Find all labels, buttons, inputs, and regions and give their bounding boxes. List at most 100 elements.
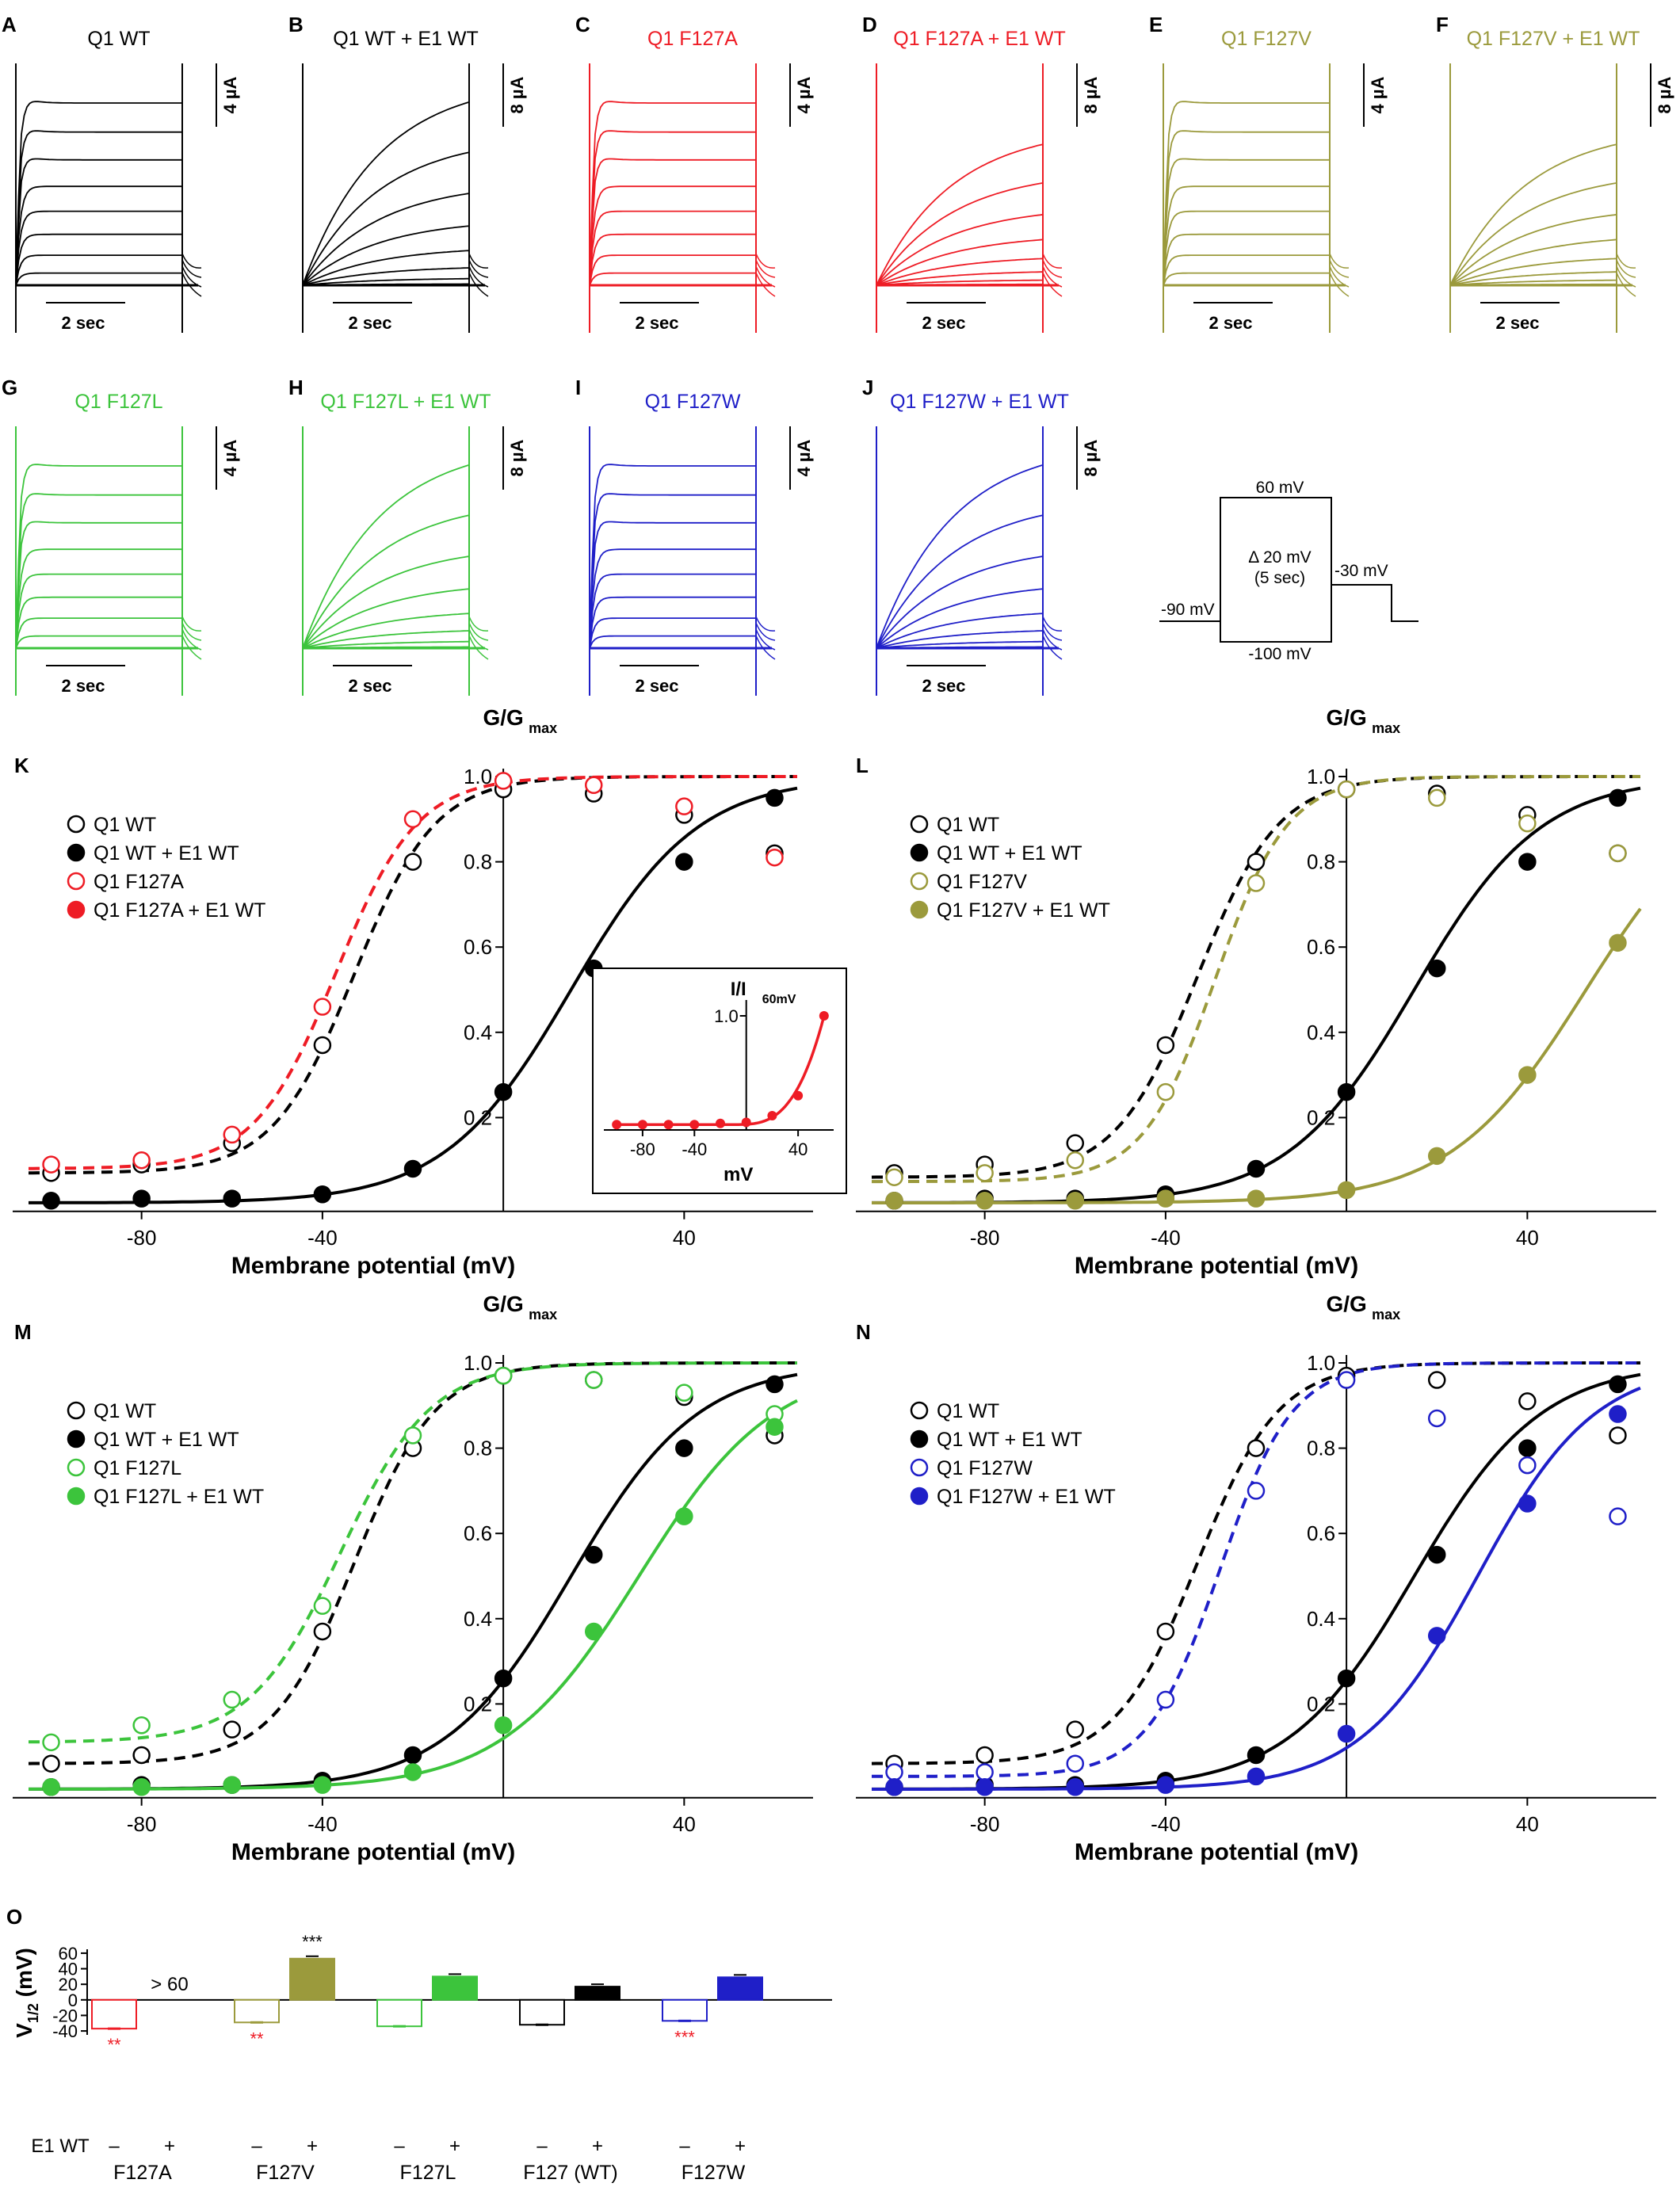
- current-trace: [15, 233, 183, 286]
- condition-minus: –: [536, 2135, 548, 2157]
- current-trace: [1449, 181, 1617, 286]
- panel-letter: B: [288, 13, 304, 36]
- y-tick-label: 0.4: [1307, 1021, 1335, 1044]
- current-trace: [876, 239, 1044, 286]
- tail-current: [181, 635, 202, 660]
- y-tick-label: 0: [68, 1990, 78, 2010]
- inset-data-point: [637, 1120, 647, 1130]
- data-point: [1247, 1189, 1266, 1208]
- inset-data-point: [819, 1011, 829, 1021]
- legend-marker: [67, 843, 86, 862]
- trace-panel-E: E Q1 F127V 4 µA 2 sec: [1149, 13, 1388, 333]
- legend-label: Q1 WT + E1 WT: [937, 842, 1082, 864]
- time-scale-label: 2 sec: [348, 313, 391, 333]
- data-point: [1609, 1405, 1627, 1423]
- voltage-protocol-diagram: 60 mV Δ 20 mV (5 sec) -90 mV -100 mV -30…: [1159, 479, 1418, 663]
- x-axis-label: Membrane potential (mV): [231, 1839, 515, 1865]
- x-axis-label: Membrane potential (mV): [1075, 1253, 1358, 1279]
- y-tick-label: -20: [52, 2006, 78, 2025]
- conductance-charts: K -80 -40 40 0.2 0.4 0.6 0.8 1.0 Membrane potenti…: [13, 705, 1656, 1865]
- current-trace: [15, 635, 183, 649]
- y-tick-label: 0.2: [464, 1105, 492, 1129]
- protocol-step-label: Δ 20 mV: [1248, 548, 1311, 567]
- data-point: [976, 1763, 994, 1781]
- data-point: [675, 1384, 693, 1402]
- y-axis-label: G/G: [483, 1292, 523, 1316]
- trace-panel-I: I Q1 F127W 4 µA 2 sec: [575, 376, 814, 696]
- trace-panel-H: H Q1 F127L + E1 WT 8 µA 2 sec: [288, 376, 527, 696]
- data-point: [223, 1720, 242, 1739]
- current-trace: [589, 101, 757, 286]
- tail-current: [181, 272, 202, 297]
- x-tick-label: -80: [127, 1812, 157, 1836]
- x-tick-label: 40: [673, 1812, 696, 1836]
- chart-M: M -80 -40 40 0.2 0.4 0.6 0.8 1.0 Membrane potenti…: [13, 1292, 813, 1865]
- x-tick-label: 40: [1516, 1812, 1539, 1836]
- tail-current: [1616, 265, 1636, 288]
- current-trace: [876, 630, 1044, 649]
- y-axis-label: G/G: [1326, 705, 1366, 730]
- data-point: [132, 1746, 151, 1765]
- time-scale-label: 2 sec: [1495, 313, 1539, 333]
- current-trace: [302, 250, 470, 286]
- current-trace: [589, 548, 757, 649]
- tail-current: [755, 628, 776, 651]
- legend-marker: [910, 1401, 929, 1420]
- current-scale-label: 4 µA: [220, 439, 240, 476]
- panel-letter: H: [288, 376, 304, 399]
- legend-label: Q1 WT + E1 WT: [94, 1429, 239, 1451]
- inset-y-label-subscript: 60mV: [762, 993, 796, 1006]
- inset-data-point: [612, 1120, 622, 1130]
- tail-current: [1616, 253, 1636, 269]
- fit-curve-dashed: [28, 1361, 797, 1765]
- bar-minus: [662, 1998, 708, 2022]
- data-point: [313, 1776, 332, 1794]
- significance-mark: ***: [302, 1932, 323, 1952]
- data-point: [494, 1716, 513, 1735]
- current-trace: [15, 101, 183, 286]
- data-point: [1156, 1082, 1175, 1101]
- time-scale-label: 2 sec: [922, 676, 965, 696]
- data-point: [494, 1366, 513, 1385]
- current-trace: [876, 464, 1044, 649]
- current-trace: [15, 596, 183, 649]
- condition-plus: +: [449, 2135, 460, 2157]
- current-trace: [589, 185, 757, 286]
- y-tick-label: 0.6: [464, 935, 492, 959]
- y-tick-label: 0.8: [464, 850, 492, 874]
- y-tick-label: 1.0: [1307, 1351, 1335, 1375]
- data-point: [403, 1763, 422, 1781]
- current-trace: [589, 254, 757, 286]
- condition-minus: –: [109, 2135, 120, 2157]
- data-point: [1156, 1189, 1175, 1208]
- legend-marker: [67, 1429, 86, 1448]
- legend-label: Q1 F127L: [94, 1457, 181, 1479]
- current-trace: [589, 464, 757, 649]
- data-point: [1337, 1181, 1356, 1200]
- data-point: [1156, 1622, 1175, 1641]
- legend-marker: [67, 872, 86, 891]
- data-point: [494, 1082, 513, 1101]
- x-tick-label: -40: [1151, 1226, 1181, 1250]
- legend-marker: [910, 1429, 929, 1448]
- data-point: [42, 1192, 60, 1210]
- group-label: F127V: [256, 2162, 315, 2184]
- current-trace: [1163, 158, 1331, 286]
- data-point: [766, 1375, 784, 1394]
- significance-mark: **: [107, 2035, 121, 2055]
- condition-plus: +: [164, 2135, 175, 2157]
- panel-letter: F: [1436, 13, 1449, 36]
- current-trace: [589, 493, 757, 649]
- tail-current: [1042, 253, 1063, 269]
- current-scale-label: 4 µA: [1368, 76, 1388, 113]
- data-point: [584, 776, 603, 795]
- y-tick-label: 0.2: [464, 1692, 492, 1716]
- y-tick-label: 40: [59, 1960, 78, 1979]
- current-trace: [1449, 213, 1617, 286]
- y-tick-label: 0.8: [464, 1437, 492, 1460]
- bar-plus: [575, 1986, 620, 2001]
- current-trace: [15, 573, 183, 649]
- y-tick-label: 1.0: [464, 1351, 492, 1375]
- current-trace: [876, 279, 1044, 286]
- tail-current: [1042, 259, 1063, 278]
